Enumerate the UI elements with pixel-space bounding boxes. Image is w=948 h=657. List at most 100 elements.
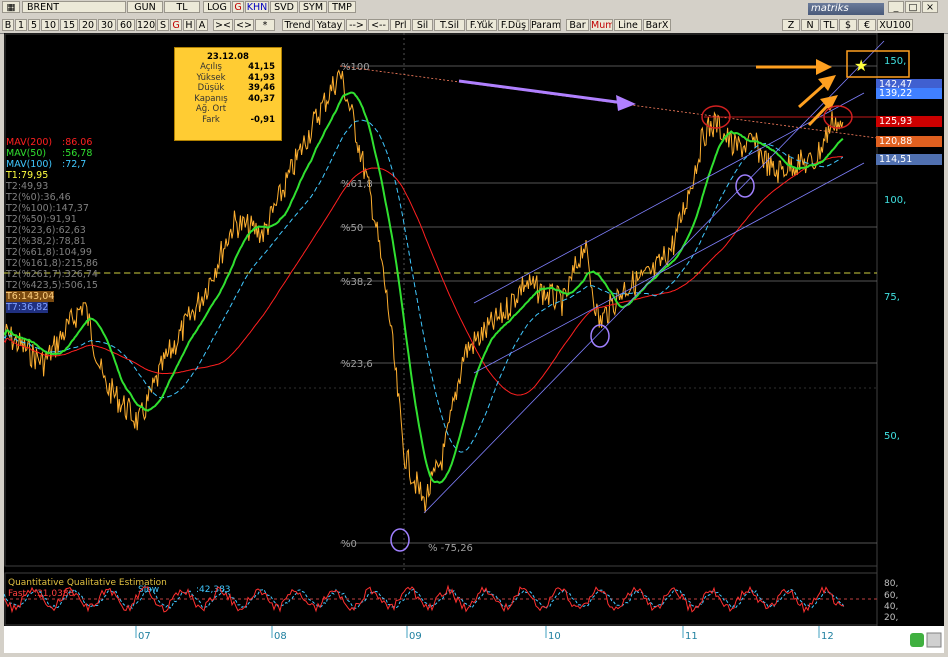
trend-line [423, 40, 885, 514]
high-circle [701, 105, 731, 129]
btn-svd[interactable]: SVD [270, 1, 298, 13]
price-tag: 142,47 [876, 79, 942, 90]
osc-fast-label: Fast [8, 589, 27, 599]
symbol-field[interactable]: BRENT [22, 1, 126, 13]
tool-4[interactable]: Prl [390, 19, 411, 31]
legend-item[interactable]: T1:79,95 [6, 170, 49, 181]
legend-item[interactable]: T2(%61,8):104,99 [6, 247, 92, 258]
period-60[interactable]: 60 [117, 19, 135, 31]
legend-item[interactable]: MAV(50) [6, 148, 47, 159]
matriks-logo: matriks [808, 3, 884, 15]
arrow-orange [798, 81, 827, 109]
x-axis-label: 07 [138, 631, 151, 642]
legend-item[interactable]: T2(%23,6):62,63 [6, 225, 86, 236]
nav-0[interactable]: >< [213, 19, 233, 31]
type-bar[interactable]: Bar [566, 19, 589, 31]
btn-gun[interactable]: GUN [127, 1, 163, 13]
close-button[interactable]: × [922, 1, 938, 13]
legend-item[interactable]: T2(%161,8):215,86 [6, 258, 98, 269]
info-row: Açılış 41,15 [175, 62, 281, 73]
btn-tl[interactable]: TL [164, 1, 200, 13]
price-chart[interactable]: %100%61,8%50%38,2%23,6%0% -75,26★ 150,100… [3, 33, 944, 653]
period-h[interactable]: H [183, 19, 195, 31]
nav-2[interactable]: * [255, 19, 275, 31]
period-a[interactable]: A [196, 19, 208, 31]
info-row: Fark -0,91 [175, 115, 281, 126]
zoom-z[interactable]: Z [782, 19, 800, 31]
legend-item[interactable]: T2(%0):36,46 [6, 192, 71, 203]
axis-label: 100, [884, 195, 906, 206]
period-120[interactable]: 120 [136, 19, 156, 31]
low-circle [735, 174, 755, 198]
info-value: 41,93 [248, 72, 275, 83]
btn-tmp[interactable]: TMP [328, 1, 356, 13]
arrow-purple [458, 79, 625, 105]
tool-3[interactable]: <-- [368, 19, 389, 31]
period-15[interactable]: 15 [60, 19, 78, 31]
period-30[interactable]: 30 [98, 19, 116, 31]
info-row: Kapanış 40,37 [175, 94, 281, 105]
period-b[interactable]: B [2, 19, 14, 31]
period-1[interactable]: 1 [15, 19, 27, 31]
zoom-€[interactable]: € [858, 19, 876, 31]
period-10[interactable]: 10 [41, 19, 59, 31]
zoom-xu100[interactable]: XU100 [877, 19, 913, 31]
legend-item[interactable]: T2(%261,7):326,74 [6, 269, 98, 280]
info-row: Yüksek 41,93 [175, 73, 281, 84]
zoom-n[interactable]: N [801, 19, 819, 31]
legend-item[interactable]: MAV(200) [6, 137, 53, 148]
price-tag: 120,88 [876, 136, 942, 147]
info-row: Ağ. Ort [175, 104, 281, 115]
type-line[interactable]: Line [614, 19, 642, 31]
type-barx[interactable]: BarX [643, 19, 671, 31]
info-date: 23.12.08 [207, 52, 249, 62]
osc-title: Quantitative Qualitative Estimation [8, 578, 167, 588]
tool-5[interactable]: Sil [412, 19, 433, 31]
period-s[interactable]: S [157, 19, 169, 31]
legend-item[interactable]: T7:36,82 [6, 302, 49, 313]
axis-label: 75, [884, 292, 900, 303]
nav-1[interactable]: <> [234, 19, 254, 31]
info-label: Kapanış [194, 93, 228, 104]
legend-item[interactable]: T2(%100):147,37 [6, 203, 89, 214]
tool-2[interactable]: --> [346, 19, 367, 31]
low-circle [390, 528, 410, 552]
x-axis-label: 09 [409, 631, 422, 642]
type-mum[interactable]: Mum [590, 19, 613, 31]
period-5[interactable]: 5 [28, 19, 40, 31]
x-axis-label: 08 [274, 631, 287, 642]
window-icon[interactable]: ▦ [2, 1, 20, 13]
tool-0[interactable]: Trend [282, 19, 313, 31]
arrow-orange-head [816, 59, 832, 75]
btn-g[interactable]: G [232, 1, 244, 13]
legend-item[interactable]: MAV(100) [6, 159, 53, 170]
btn-sym[interactable]: SYM [299, 1, 327, 13]
chart-area[interactable]: %100 %61,8 %50 %38,2 %23,6 %0% -75,26 ★ 150, 100… [3, 33, 944, 653]
tool-8[interactable]: F.Düş [498, 19, 529, 31]
legend-item[interactable]: T2(%38,2):78,81 [6, 236, 86, 247]
legend-item[interactable]: T2(%423,5):506,15 [6, 280, 98, 291]
legend-item[interactable]: T6:143,04 [6, 291, 55, 302]
axis-label: 150, [884, 56, 906, 67]
high-circle [823, 105, 853, 129]
tool-7[interactable]: F.Yük [466, 19, 497, 31]
osc-axis-label: 80, [884, 579, 898, 589]
maximize-button[interactable]: □ [905, 1, 921, 13]
info-label: Ağ. Ort [195, 104, 227, 115]
tool-6[interactable]: T.Sil [434, 19, 465, 31]
minimize-button[interactable]: _ [888, 1, 904, 13]
zoom-tl[interactable]: TL [820, 19, 838, 31]
legend-item[interactable]: T2(%50):91,91 [6, 214, 77, 225]
x-axis-panel [4, 626, 944, 653]
period-g[interactable]: G [170, 19, 182, 31]
period-20[interactable]: 20 [79, 19, 97, 31]
arrow-orange-head [818, 75, 836, 91]
x-axis-label: 12 [821, 631, 834, 642]
legend-item[interactable]: T2:49,93 [6, 181, 49, 192]
btn-log[interactable]: LOG [203, 1, 231, 13]
tool-9[interactable]: Param [530, 19, 561, 31]
tool-1[interactable]: Yatay [314, 19, 345, 31]
btn-khn[interactable]: KHN [245, 1, 269, 13]
zoom-$[interactable]: $ [839, 19, 857, 31]
fib-label: %0 [341, 539, 357, 550]
